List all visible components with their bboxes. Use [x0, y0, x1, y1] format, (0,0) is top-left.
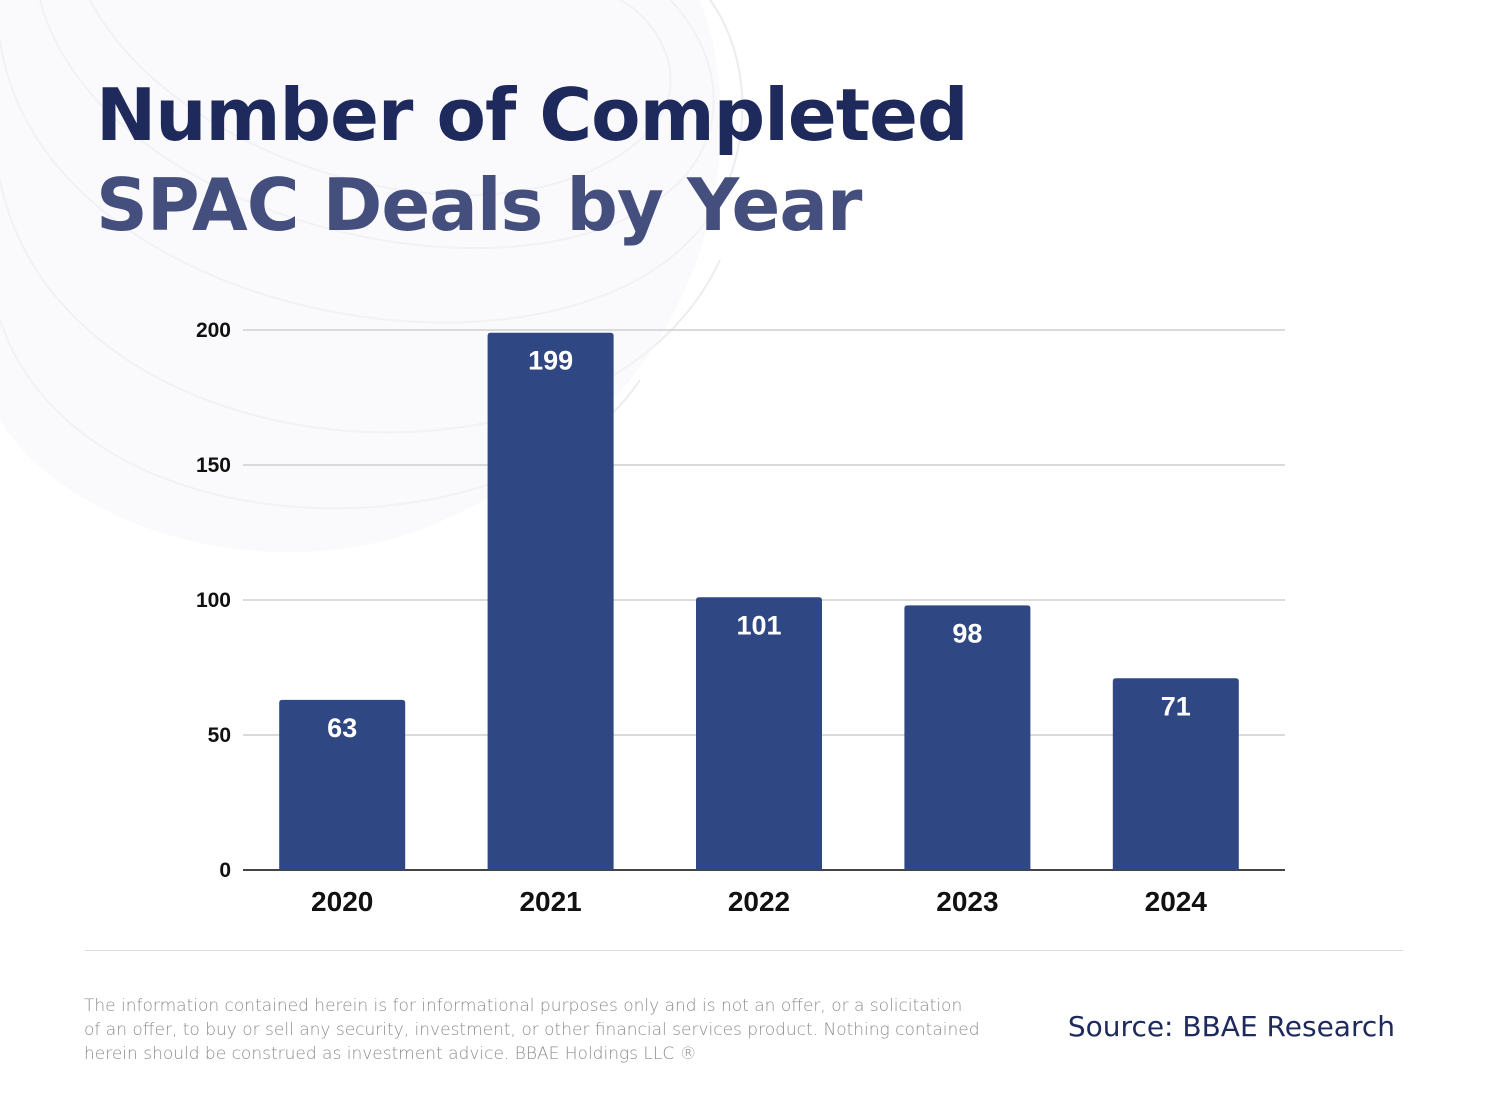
x-tick-label: 2020 [311, 886, 373, 917]
data-label: 101 [736, 610, 781, 640]
y-tick-label: 200 [196, 319, 231, 342]
y-tick-label: 100 [196, 589, 231, 612]
y-tick-label: 150 [196, 454, 231, 477]
y-tick-label: 50 [208, 724, 231, 747]
x-tick-label: 2023 [936, 886, 998, 917]
bar-2024 [1112, 678, 1239, 870]
footer-divider [85, 950, 1403, 951]
y-tick-label: 0 [219, 859, 231, 882]
chart-title: Number of Completed SPAC Deals by Year [96, 70, 969, 250]
data-label: 199 [528, 346, 573, 376]
data-label: 63 [327, 713, 357, 743]
disclaimer-text: The information contained herein is for … [84, 996, 980, 1064]
data-label: 98 [952, 618, 982, 648]
x-tick-label: 2022 [728, 886, 790, 917]
x-tick-label: 2024 [1145, 886, 1208, 917]
source-label: Source: BBAE Research [1067, 1010, 1395, 1043]
x-tick-label: 2021 [519, 886, 581, 917]
bar-2023 [904, 605, 1031, 870]
bar-2022 [696, 597, 822, 870]
bar-2021 [487, 332, 614, 870]
bar-2020 [279, 699, 406, 870]
title-line-2: SPAC Deals by Year [96, 163, 862, 247]
data-label: 71 [1161, 691, 1191, 721]
title-line-1: Number of Completed [96, 73, 969, 157]
